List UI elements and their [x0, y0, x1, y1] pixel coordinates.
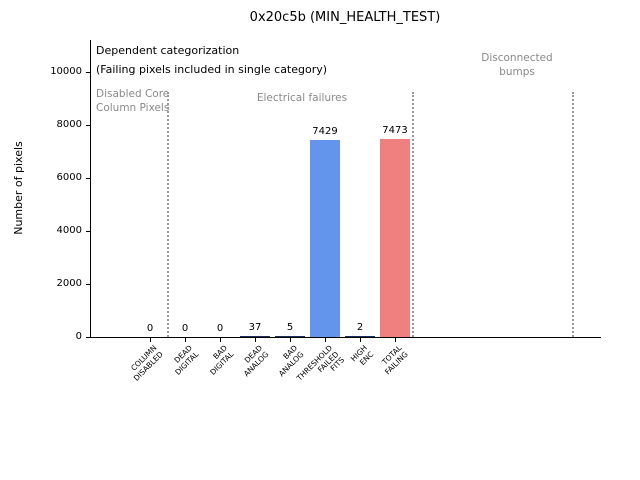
x-tick-mark — [220, 338, 221, 342]
section-divider — [167, 92, 169, 337]
bar — [310, 140, 340, 337]
section-divider — [412, 92, 414, 337]
y-tick-label: 2000 — [56, 277, 82, 289]
annotation-line-2: (Failing pixels included in single categ… — [96, 63, 328, 76]
y-tick-label: 10000 — [50, 65, 82, 77]
y-tick-mark — [86, 177, 90, 179]
bar-value-label: 0 — [146, 323, 154, 334]
x-tick-label: BAD DIGITAL — [207, 343, 235, 377]
x-tick-mark — [150, 338, 151, 342]
bar-value-label: 5 — [286, 322, 294, 333]
x-tick-mark — [325, 338, 326, 342]
y-tick-mark — [86, 230, 90, 232]
x-axis-spine — [90, 337, 601, 338]
y-tick-label: 6000 — [56, 171, 82, 183]
bar — [345, 336, 375, 337]
bar — [380, 139, 410, 337]
bar-value-label: 7473 — [382, 125, 408, 136]
section-divider — [572, 92, 574, 337]
y-tick-label: 4000 — [56, 224, 82, 236]
section-label-disabled-core-column-pixels: Disabled Core Column Pixels — [96, 88, 170, 114]
x-tick-mark — [360, 338, 361, 342]
bar-value-label: 2 — [356, 322, 364, 333]
chart-title: 0x20c5b (MIN_HEALTH_TEST) — [249, 10, 441, 25]
x-tick-label: DEAD DIGITAL — [172, 343, 200, 377]
x-tick-label: DEAD ANALOG — [241, 343, 270, 379]
y-tick-mark — [86, 283, 90, 285]
y-tick-label: 0 — [75, 331, 82, 342]
bar — [240, 336, 270, 337]
bar-value-label: 37 — [248, 322, 262, 333]
y-axis-spine — [90, 40, 91, 338]
y-tick-mark — [86, 71, 90, 73]
y-tick-label: 8000 — [56, 118, 82, 130]
bar-value-label: 0 — [181, 323, 189, 334]
bar-value-label: 0 — [216, 323, 224, 334]
x-tick-mark — [185, 338, 186, 342]
section-label-disconnected-bumps: Disconnected bumps — [481, 52, 553, 78]
x-tick-mark — [395, 338, 396, 342]
bar — [275, 336, 305, 337]
x-tick-label: HIGH ENC — [348, 343, 375, 367]
y-axis-label: Number of pixels — [12, 141, 25, 235]
x-tick-label: TOTAL FAILING — [380, 343, 410, 377]
x-tick-mark — [255, 338, 256, 342]
y-tick-mark — [86, 124, 90, 126]
bar-value-label: 7429 — [312, 126, 338, 137]
x-tick-label: COLUMN DISABLED — [129, 343, 165, 383]
x-tick-mark — [290, 338, 291, 342]
section-label-electrical-failures: Electrical failures — [256, 92, 348, 104]
annotation-line-1: Dependent categorization — [96, 44, 240, 57]
y-tick-mark — [86, 337, 90, 338]
